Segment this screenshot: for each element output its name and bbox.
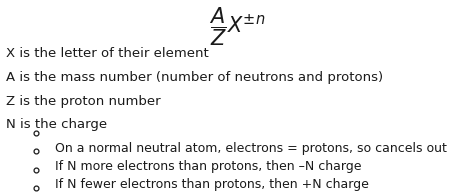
- Text: Z is the proton number: Z is the proton number: [6, 95, 161, 108]
- Text: A is the mass number (number of neutrons and protons): A is the mass number (number of neutrons…: [6, 71, 383, 84]
- Text: X is the letter of their element: X is the letter of their element: [6, 47, 209, 60]
- Text: On a normal neutral atom, electrons = protons, so cancels out: On a normal neutral atom, electrons = pr…: [55, 142, 447, 155]
- Text: If N more electrons than protons, then –N charge: If N more electrons than protons, then –…: [55, 160, 361, 173]
- Text: $\dfrac{A}{Z}X^{\pm n}$: $\dfrac{A}{Z}X^{\pm n}$: [209, 6, 265, 48]
- Text: If N fewer electrons than protons, then +N charge: If N fewer electrons than protons, then …: [55, 178, 368, 191]
- Text: N is the charge: N is the charge: [6, 118, 107, 131]
